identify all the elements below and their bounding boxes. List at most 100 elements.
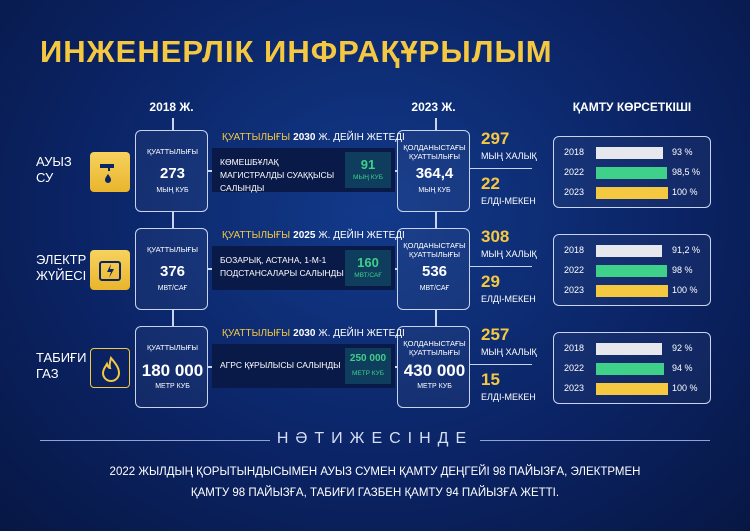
connector [208,366,212,368]
row-label: АУЫЗ СУ [36,154,72,185]
result-heading: НӘТИЖЕСІНДЕ [276,430,474,447]
header-2023: 2023 Ж. [411,100,456,114]
coverage-bar [596,363,664,375]
target-suffix: Ж. ДЕЙІН ЖЕТЕДІ [318,328,405,339]
project-unit: МЫҢ КУБ [353,174,383,181]
connector [435,216,437,228]
coverage-label: 92 % [672,343,693,353]
coverage-label: 100 % [672,187,698,197]
coverage-box: 2018 93 % 2022 98,5 % 2023 100 % [553,136,711,208]
connector [470,364,532,365]
project-value: 160 [357,255,379,270]
target: ҚУАТТЫЛЫҒЫ 2030 Ж. ДЕЙІН ЖЕТЕДІ [222,328,408,339]
coverage-year: 2022 [564,167,585,177]
capacity-value: 376 [159,263,186,280]
coverage-label: 100 % [672,285,698,295]
capacity-unit: МЫҢ КУБ [156,187,189,194]
icon-graphic [99,261,121,281]
coverage-label: 98 % [672,265,693,275]
people-label: МЫҢ ХАЛЫҚ [481,249,537,259]
capacity2023: ҚОЛДАНЫСТАҒЫ ҚУАТТЫЛЫҒЫ 430 000 МЕТР КУБ [397,326,470,408]
coverage-bar [596,343,663,355]
row-label: ТАБИҒИ ГАЗ [36,350,87,381]
coverage-label: 98,5 % [672,167,701,177]
coverage-bar [596,167,667,179]
project-panel: БОЗАРЫҚ, АСТАНА, 1-М-1 ПОДСТАНСАЛАРЫ САЛ… [212,246,395,290]
project-value-box: 91 МЫҢ КУБ [345,152,391,188]
people-value: 257 [481,325,510,344]
connector [395,170,397,172]
capacity2018: ҚУАТТЫЛЫҒЫ 180 000 МЕТР КУБ [135,326,208,408]
settlements-label: ЕЛДІ-МЕКЕН [481,294,536,304]
capacity2018: ҚУАТТЫЛЫҒЫ 273 МЫҢ КУБ [135,130,208,212]
coverage-bar [596,265,667,277]
coverage-label: 93 % [672,147,693,157]
icon-graphic [100,164,114,183]
capacity-unit: МЕТР КУБ [155,383,190,390]
capacity-value: 430 000 [403,361,466,380]
coverage-year: 2022 [564,363,585,373]
capacity-label: ҚУАТТЫЛЫҒЫ [146,343,199,352]
coverage-year: 2018 [564,147,585,157]
capacity-label: ҚОЛДАНЫСТАҒЫ ҚУАТТЫЛЫҒЫ [403,241,466,259]
project-panel: АГРС ҚҰРЫЛЫСЫ САЛЫНДЫ 250 000 МЕТР КУБ [212,344,395,388]
capacity-label: ҚУАТТЫЛЫҒЫ [146,147,199,156]
coverage-bar [596,245,662,257]
result-text: 2022 ЖЫЛДЫҢ ҚОРЫТЫНДЫСЫМЕН АУЫЗ СУМЕН ҚА… [109,466,641,499]
project-text: АГРС ҚҰРЫЛЫСЫ САЛЫНДЫ [220,360,341,370]
target-prefix: ҚУАТТЫЛЫҒЫ [222,132,291,143]
connector [172,314,174,326]
coverage-year: 2018 [564,343,585,353]
people-value: 297 [481,129,510,148]
project-value: 250 000 [349,353,387,364]
coverage-box: 2018 91,2 % 2022 98 % 2023 100 % [553,234,711,306]
coverage-bar [596,383,668,395]
coverage-year: 2023 [564,187,585,197]
settlements-label: ЕЛДІ-МЕКЕН [481,392,536,402]
project-unit: МВТ/САҒ [354,272,382,279]
coverage-bar [596,187,668,199]
connector [172,118,174,130]
coverage-label: 100 % [672,383,698,393]
capacity-value: 364,4 [415,165,454,182]
settlements-label: ЕЛДІ-МЕКЕН [481,196,536,206]
capacity-unit: МВТ/САҒ [419,285,450,292]
capacity2023: ҚОЛДАНЫСТАҒЫ ҚУАТТЫЛЫҒЫ 536 МВТ/САҒ [397,228,470,310]
target-prefix: ҚУАТТЫЛЫҒЫ [222,230,291,241]
capacity2018: ҚУАТТЫЛЫҒЫ 376 МВТ/САҒ [135,228,208,310]
project-text: КӨМЕШБҰЛАҚ МАГИСТРАЛДЫ СУАҚҚЫСЫ САЛЫНДЫ [220,157,335,193]
capacity-label: ҚОЛДАНЫСТАҒЫ ҚУАТТЫЛЫҒЫ [403,339,466,357]
icon [90,348,130,388]
connector [470,168,532,169]
connector [470,266,532,267]
divider [480,440,710,441]
divider [40,440,270,441]
capacity-value: 273 [159,165,186,182]
capacity-unit: МЕТР КУБ [417,383,452,390]
capacity-value: 536 [421,263,448,280]
project-unit: МЕТР КУБ [351,370,385,377]
project-value-box: 160 МВТ/САҒ [345,250,391,286]
icon [90,152,130,192]
capacity-unit: МВТ/САҒ [157,285,188,292]
row-label: ЭЛЕКТР ЖҮЙЕСІ [36,252,87,283]
coverage-year: 2023 [564,383,585,393]
project-value: 91 [360,157,376,172]
project-value-box: 250 000 МЕТР КУБ [345,348,391,384]
header-coverage: ҚАМТУ КӨРСЕТКІШІ [572,100,692,114]
coverage-year: 2018 [564,245,585,255]
connector [435,314,437,326]
capacity-label: ҚОЛДАНЫСТАҒЫ ҚУАТТЫЛЫҒЫ [403,143,466,161]
target: ҚУАТТЫЛЫҒЫ 2025 Ж. ДЕЙІН ЖЕТЕДІ [222,230,408,241]
coverage-year: 2022 [564,265,585,275]
target-year: 2025 [293,230,316,241]
project-panel: КӨМЕШБҰЛАҚ МАГИСТРАЛДЫ СУАҚҚЫСЫ САЛЫНДЫ 9… [212,148,395,193]
coverage-bar [596,285,668,297]
connector [395,366,397,368]
target-suffix: Ж. ДЕЙІН ЖЕТЕДІ [318,132,405,143]
target-suffix: Ж. ДЕЙІН ЖЕТЕДІ [318,230,405,241]
capacity2023: ҚОЛДАНЫСТАҒЫ ҚУАТТЫЛЫҒЫ 364,4 МЫҢ КУБ [397,130,470,212]
target: ҚУАТТЫЛЫҒЫ 2030 Ж. ДЕЙІН ЖЕТЕДІ [222,132,408,143]
target-year: 2030 [293,132,316,143]
